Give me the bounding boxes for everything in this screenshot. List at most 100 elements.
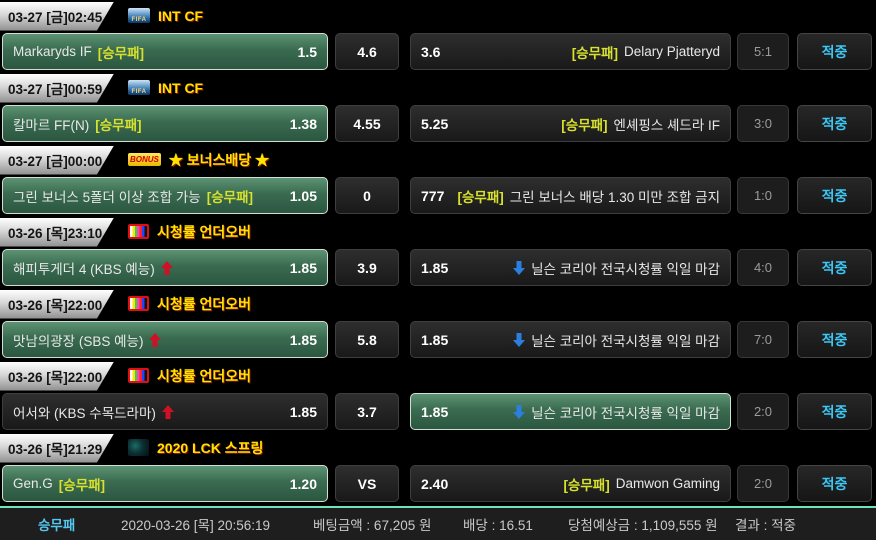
home-team-name: 어서와 (KBS 수목드라마) xyxy=(13,405,156,421)
league-name: INT CF xyxy=(158,79,204,96)
result-button[interactable]: 적중 xyxy=(797,105,872,142)
home-odds-box[interactable]: 맛남의광장 (SBS 예능) 1.85 xyxy=(2,321,328,358)
away-odds-box[interactable]: 1.85 닐슨 코리아 전국시청률 익일 마감 xyxy=(410,321,731,358)
match-header: 03-27 [금]00:00 BONUS ★ 보너스배당 ★ xyxy=(0,144,876,175)
bet-row: 어서와 (KBS 수목드라마) 1.85 3.7 1.85 닐슨 코리아 전국시… xyxy=(2,393,872,430)
bet-group: 03-26 [목]22:00 시청률 언더오버 어서와 (KBS 수목드라마) … xyxy=(0,360,876,432)
home-odds-value: 1.85 xyxy=(289,403,317,420)
match-date-tab: 03-27 [금]00:59 xyxy=(0,74,114,103)
away-team-name: 닐슨 코리아 전국시청률 익일 마감 xyxy=(531,333,720,349)
away-odds-box[interactable]: 5.25 [승무패] 엔셰핑스 셰드라 IF xyxy=(410,105,731,142)
score-value: 4:0 xyxy=(753,260,773,275)
match-date: 03-26 [목]23:10 xyxy=(8,226,103,241)
result-button[interactable]: 적중 xyxy=(797,393,872,430)
home-team: 칼마르 FF(N) [승무패] xyxy=(13,114,142,134)
draw-odds-box[interactable]: 4.6 xyxy=(335,33,399,70)
tv-icon xyxy=(128,224,149,239)
bet-row: Gen.G [승무패] 1.20 VS 2.40 [승무패] Damwon Ga… xyxy=(2,465,872,502)
score-value: 2:0 xyxy=(753,404,773,419)
away-odds-box[interactable]: 1.85 닐슨 코리아 전국시청률 익일 마감 xyxy=(410,393,731,430)
tv-icon xyxy=(128,368,149,383)
score-value: 5:1 xyxy=(753,44,773,59)
draw-odds-box[interactable]: 5.8 xyxy=(335,321,399,358)
match-date: 03-26 [목]21:29 xyxy=(8,442,103,457)
draw-odds-box[interactable]: 3.7 xyxy=(335,393,399,430)
draw-odds-box[interactable]: 3.9 xyxy=(335,249,399,286)
result-label: 적중 xyxy=(821,187,848,204)
fifa-icon: FIFA xyxy=(128,80,150,95)
home-trend-arrow-icon xyxy=(149,333,161,347)
match-date: 03-27 [금]02:45 xyxy=(8,10,103,25)
home-team: 맛남의광장 (SBS 예능) xyxy=(13,330,161,350)
away-odds-box[interactable]: 2.40 [승무패] Damwon Gaming xyxy=(410,465,731,502)
draw-odds-box[interactable]: 0 xyxy=(335,177,399,214)
away-bet-type-tag: [승무패] xyxy=(561,117,608,133)
home-team: 해피투게더 4 (KBS 예능) xyxy=(13,258,173,278)
result-label: 적중 xyxy=(821,475,848,492)
away-odds-box[interactable]: 777 [승무패] 그린 보너스 배당 1.30 미만 조합 금지 xyxy=(410,177,731,214)
away-team: 닐슨 코리아 전국시청률 익일 마감 xyxy=(513,258,720,278)
home-odds-value: 1.85 xyxy=(289,259,317,276)
bonus-icon: BONUS xyxy=(128,153,161,166)
away-odds-box[interactable]: 3.6 [승무패] Delary Pjatteryd xyxy=(410,33,731,70)
home-odds-value: 1.05 xyxy=(289,187,317,204)
away-team: 닐슨 코리아 전국시청률 익일 마감 xyxy=(513,330,720,350)
result-button[interactable]: 적중 xyxy=(797,33,872,70)
score-box: 2:0 xyxy=(737,465,789,502)
result-label: 적중 xyxy=(821,115,848,132)
home-odds-box[interactable]: Markaryds IF [승무패] 1.5 xyxy=(2,33,328,70)
home-odds-value: 1.38 xyxy=(289,115,317,132)
home-team-name: 칼마르 FF(N) xyxy=(13,117,90,133)
score-value: 1:0 xyxy=(753,188,773,203)
home-odds-box[interactable]: 그린 보너스 5폴더 이상 조합 가능 [승무패] 1.05 xyxy=(2,177,328,214)
match-date: 03-27 [금]00:00 xyxy=(8,154,103,169)
fifa-icon: FIFA xyxy=(128,8,150,23)
match-header: 03-26 [목]22:00 시청률 언더오버 xyxy=(0,360,876,391)
league-name: 시청률 언더오버 xyxy=(157,367,252,384)
away-odds-value: 1.85 xyxy=(421,259,449,276)
away-bet-type-tag: [승무패] xyxy=(563,477,610,493)
match-date-tab: 03-27 [금]00:00 xyxy=(0,146,114,175)
match-date: 03-26 [목]22:00 xyxy=(8,298,103,313)
match-date-tab: 03-27 [금]02:45 xyxy=(0,2,114,31)
bet-group: 03-26 [목]22:00 시청률 언더오버 맛남의광장 (SBS 예능) 1… xyxy=(0,288,876,360)
home-team-name: Gen.G xyxy=(13,476,53,491)
away-team: [승무패] 엔셰핑스 셰드라 IF xyxy=(561,114,720,134)
result-button[interactable]: 적중 xyxy=(797,465,872,502)
bet-group: 03-26 [목]23:10 시청률 언더오버 해피투게더 4 (KBS 예능)… xyxy=(0,216,876,288)
match-date-tab: 03-26 [목]22:00 xyxy=(0,362,114,391)
result-button[interactable]: 적중 xyxy=(797,249,872,286)
bet-row: 칼마르 FF(N) [승무패] 1.38 4.55 5.25 [승무패] 엔셰핑… xyxy=(2,105,872,142)
bet-group: 03-27 [금]00:00 BONUS ★ 보너스배당 ★ 그린 보너스 5폴… xyxy=(0,144,876,216)
match-header: 03-27 [금]00:59 FIFA INT CF xyxy=(0,72,876,103)
draw-odds-value: 0 xyxy=(363,187,371,204)
expected-winnings: 당첨예상금 : 1,109,555 원 xyxy=(568,518,718,533)
home-bet-type-tag: [승무패] xyxy=(206,189,253,205)
bet-group: 03-27 [금]00:59 FIFA INT CF 칼마르 FF(N) [승무… xyxy=(0,72,876,144)
home-odds-box[interactable]: 칼마르 FF(N) [승무패] 1.38 xyxy=(2,105,328,142)
draw-odds-box[interactable]: VS xyxy=(335,465,399,502)
bet-group: 03-27 [금]02:45 FIFA INT CF Markaryds IF … xyxy=(0,0,876,72)
result-button[interactable]: 적중 xyxy=(797,321,872,358)
away-team-name: 닐슨 코리아 전국시청률 익일 마감 xyxy=(531,405,720,421)
home-odds-box[interactable]: 해피투게더 4 (KBS 예능) 1.85 xyxy=(2,249,328,286)
home-bet-type-tag: [승무패] xyxy=(95,117,142,133)
result-button[interactable]: 적중 xyxy=(797,177,872,214)
home-odds-box[interactable]: Gen.G [승무패] 1.20 xyxy=(2,465,328,502)
tv-icon xyxy=(128,296,149,311)
home-trend-arrow-icon xyxy=(161,261,173,275)
result-label: 적중 xyxy=(821,331,848,348)
score-value: 2:0 xyxy=(753,476,773,491)
match-date-tab: 03-26 [목]23:10 xyxy=(0,218,114,247)
bet-row: 그린 보너스 5폴더 이상 조합 가능 [승무패] 1.05 0 777 [승무… xyxy=(2,177,872,214)
away-team: [승무패] Delary Pjatteryd xyxy=(572,42,720,62)
away-odds-box[interactable]: 1.85 닐슨 코리아 전국시청률 익일 마감 xyxy=(410,249,731,286)
score-value: 3:0 xyxy=(753,116,773,131)
away-bet-type-tag: [승무패] xyxy=(571,45,618,61)
away-team-name: 엔셰핑스 셰드라 IF xyxy=(613,117,720,133)
draw-odds-box[interactable]: 4.55 xyxy=(335,105,399,142)
home-trend-arrow-icon xyxy=(162,405,174,419)
match-date-tab: 03-26 [목]21:29 xyxy=(0,434,114,463)
home-odds-box[interactable]: 어서와 (KBS 수목드라마) 1.85 xyxy=(2,393,328,430)
score-box: 7:0 xyxy=(737,321,789,358)
